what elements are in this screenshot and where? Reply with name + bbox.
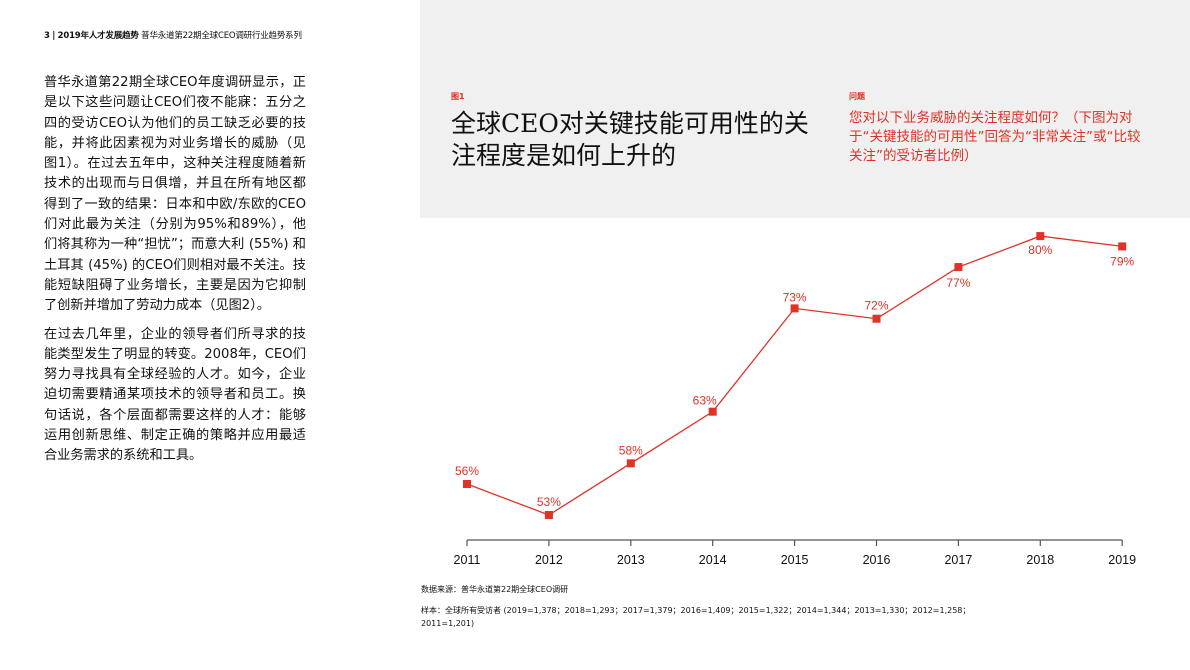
paragraph-2: 在过去几年里，企业的领导者们所寻求的技能类型发生了明显的转变。2008年，CEO… [44,326,306,464]
data-label: 53% [537,495,561,509]
x-tick-label: 2013 [617,553,645,567]
body-text: 普华永道第22期全球CEO年度调研显示，正是以下这些问题让CEO们夜不能寐：五分… [44,73,306,475]
question-text: 您对以下业务威胁的关注程度如何？（下图为对于“关键技能的可用性”回答为“非常关注… [849,110,1141,164]
figure-header-panel [420,0,1190,218]
report-title: 2019年人才发展趋势 [57,31,139,41]
data-point-marker [626,459,635,468]
data-point-marker [1036,232,1045,241]
figure-label: 图1 [451,92,465,101]
data-points [463,232,1127,519]
data-point-marker [954,263,963,272]
data-label: 77% [946,276,970,290]
data-label: 73% [783,290,807,304]
data-point-marker [872,314,881,323]
data-labels: 56% 53% 58% 63% 73% 72% 77% 80% 79% [455,243,1135,509]
data-point-marker [463,480,471,488]
x-tick-label: 2017 [944,553,972,567]
x-tick-label: 2012 [535,553,563,567]
data-label: 79% [1110,254,1134,268]
header-separator: | [52,31,56,41]
sample-note: 样本：全球所有受访者 (2019=1,378；2018=1,293；2017=1… [421,606,971,628]
data-label: 63% [693,394,717,408]
data-point-marker [1118,242,1127,251]
data-point-marker [708,407,717,416]
x-tick-label: 2015 [781,553,809,567]
data-label: 80% [1028,243,1052,257]
data-point-marker [544,510,553,519]
x-axis [466,539,1123,546]
x-tick-label: 2011 [454,553,481,567]
question-label: 问题 [849,92,865,101]
x-tick-label: 2016 [863,553,891,567]
page-header: 3 | 2019年人才发展趋势 普华永道第22期全球CEO调研行业趋势系列 [44,29,302,41]
figure-title: 全球CEO对关键技能可用性的关注程度是如何上升的 [451,109,809,170]
page-number: 3 [44,31,50,41]
x-tick-label: 2018 [1026,553,1054,567]
x-tick-label: 2019 [1108,553,1136,567]
data-label: 56% [455,464,479,478]
data-label: 72% [864,299,888,313]
series-title: 普华永道第22期全球CEO调研行业趋势系列 [141,31,302,41]
x-tick-labels: 2011 2012 2013 2014 2015 2016 2017 2018 2019 [454,553,1137,567]
data-label: 58% [619,443,643,457]
x-tick-label: 2014 [699,553,727,567]
paragraph-1: 普华永道第22期全球CEO年度调研显示，正是以下这些问题让CEO们夜不能寐：五分… [44,75,306,314]
data-point-marker [790,304,799,313]
data-line [466,235,1123,516]
source-note: 数据来源：普华永道第22期全球CEO调研 [421,585,569,594]
